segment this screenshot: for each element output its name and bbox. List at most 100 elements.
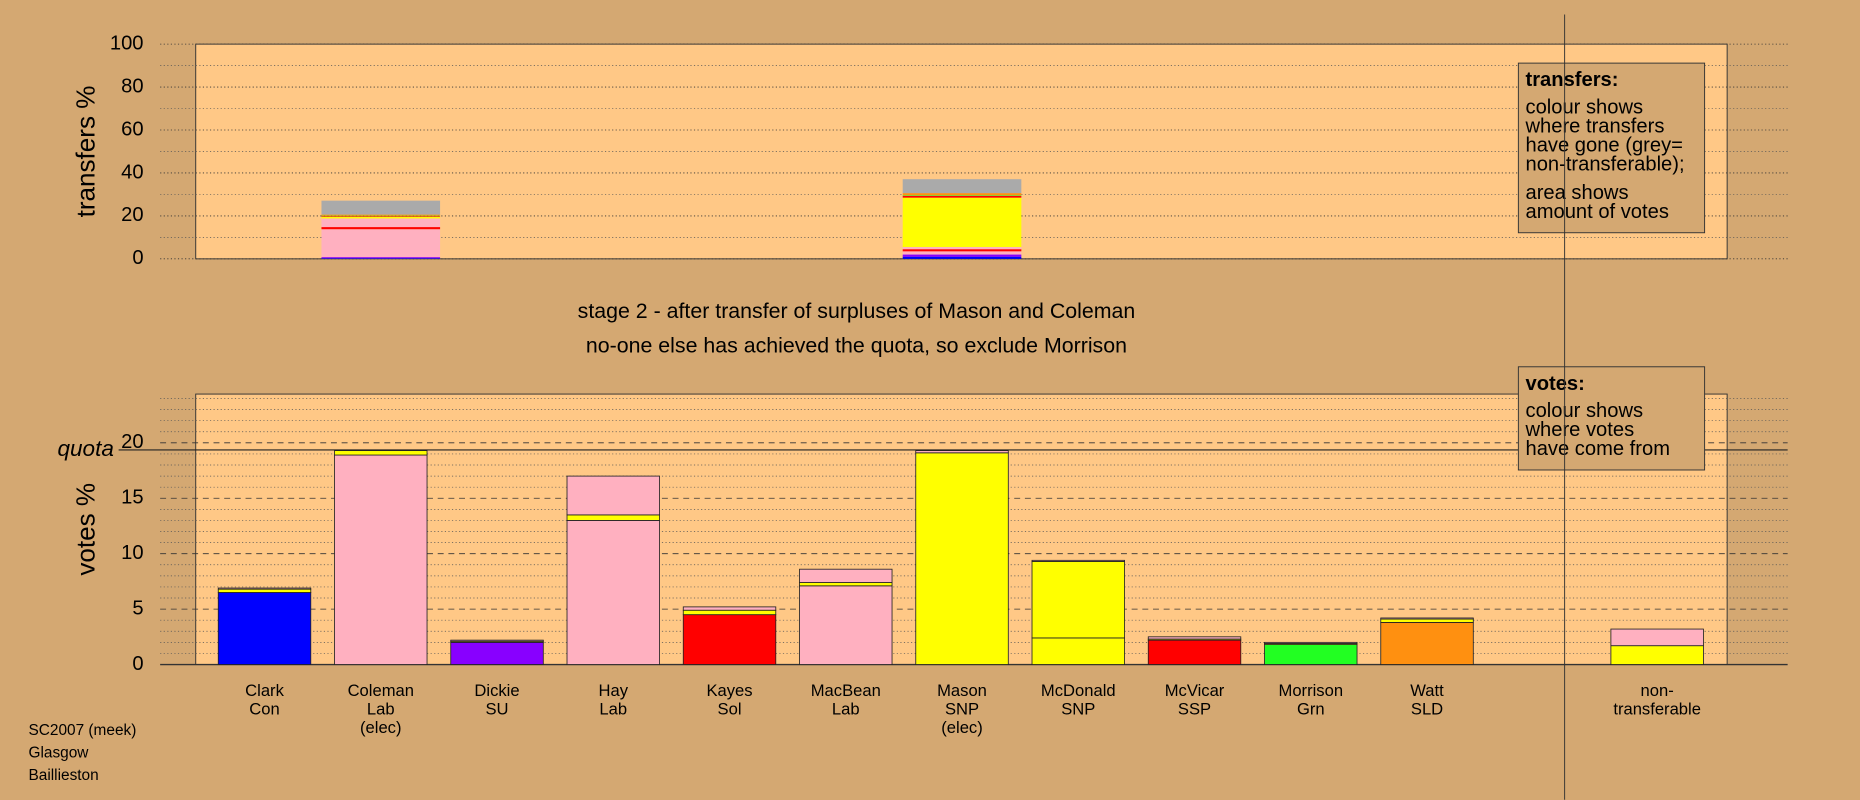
note-box xyxy=(1517,62,1706,234)
bar-segment xyxy=(321,229,441,258)
x-tick-label: SLD xyxy=(1411,700,1443,719)
bar-segment xyxy=(682,606,777,611)
y-tick-label: 15 xyxy=(121,487,143,509)
bar-segment xyxy=(1264,641,1358,644)
note-text: where votes xyxy=(1524,419,1634,441)
footer-text: SC2007 (meek) xyxy=(28,722,136,739)
x-tick-label: Dickie xyxy=(474,681,519,700)
note-text: area shows xyxy=(1525,182,1628,204)
x-tick-label: Kayes xyxy=(706,681,752,700)
x-tick-label: McDonald xyxy=(1041,681,1116,700)
bar-segment xyxy=(902,193,1022,196)
x-tick-label: Hay xyxy=(599,681,629,700)
bar-segment xyxy=(321,200,441,215)
bar-segment xyxy=(1380,617,1474,620)
bar-segment xyxy=(321,216,441,217)
bar-segment xyxy=(334,454,428,665)
y-tick-label: 5 xyxy=(132,597,143,619)
y-tick-label: 100 xyxy=(110,32,144,54)
y-axis-label: transfers % xyxy=(71,86,101,218)
bar-segment xyxy=(682,609,777,616)
x-tick-label: Lab xyxy=(832,700,860,719)
bar-segment xyxy=(902,179,1022,194)
x-tick-label: Mason xyxy=(937,681,987,700)
y-tick-label: 20 xyxy=(121,204,143,226)
bar-segment xyxy=(1380,618,1474,623)
bar-segment xyxy=(902,195,1022,198)
x-tick-label: Watt xyxy=(1410,681,1444,700)
x-tick-label: Coleman xyxy=(348,681,414,700)
note-text: non-transferable); xyxy=(1525,153,1684,175)
note-box xyxy=(1517,366,1706,471)
note-text: colour shows xyxy=(1525,400,1643,422)
bar-segment xyxy=(217,592,312,665)
note-text: colour shows xyxy=(1525,97,1643,119)
x-tick-label: SNP xyxy=(1061,700,1095,719)
bar-segment xyxy=(902,251,1022,255)
bar-segment xyxy=(321,257,441,259)
bar-segment xyxy=(915,452,1009,665)
bar-segment xyxy=(902,195,1022,196)
x-tick-label: MacBean xyxy=(811,681,881,700)
bar-segment xyxy=(902,249,1022,252)
bar-segment xyxy=(799,582,893,587)
bar-segment xyxy=(915,450,1009,454)
bar-segment xyxy=(1380,621,1474,665)
x-tick-label: Lab xyxy=(367,700,395,719)
bar-segment xyxy=(217,587,312,590)
quota-label: quota xyxy=(58,436,114,461)
y-tick-label: 0 xyxy=(132,247,143,269)
bar-segment xyxy=(334,450,428,456)
note-text: where transfers xyxy=(1524,115,1664,137)
x-tick-label: non- xyxy=(1641,681,1674,700)
bar-segment xyxy=(682,614,777,665)
x-tick-label: Clark xyxy=(245,681,284,700)
bar-segment xyxy=(321,216,441,219)
bar-segment xyxy=(799,585,893,665)
y-tick-label: 40 xyxy=(121,161,143,183)
bar-segment xyxy=(902,197,1022,248)
bar-segment xyxy=(1031,559,1125,562)
bar-segment xyxy=(1610,645,1704,665)
x-tick-label: (elec) xyxy=(941,718,983,737)
footer-text: Glasgow xyxy=(28,745,89,762)
note-heading: transfers: xyxy=(1525,69,1618,91)
y-tick-label: 0 xyxy=(132,653,143,675)
y-tick-label: 10 xyxy=(121,542,143,564)
bar-segment xyxy=(321,214,441,216)
note-heading: votes: xyxy=(1525,373,1584,395)
bar-segment xyxy=(1031,561,1125,639)
chart-title: stage 2 - after transfer of surpluses of… xyxy=(578,299,1136,323)
x-tick-label: Lab xyxy=(599,700,627,719)
bar-segment xyxy=(1147,636,1242,640)
x-tick-label: Sol xyxy=(718,700,742,719)
bar-segment xyxy=(902,254,1022,257)
bar-segment xyxy=(450,639,544,642)
bar-segment xyxy=(799,568,893,583)
bar-segment xyxy=(902,247,1022,250)
footer-text: Baillieston xyxy=(28,767,98,784)
x-tick-label: (elec) xyxy=(360,718,402,737)
y-tick-label: 60 xyxy=(121,118,143,140)
bar-segment xyxy=(217,588,312,593)
bar-segment xyxy=(1147,639,1242,665)
y-axis-label: votes % xyxy=(71,483,101,576)
note-text: amount of votes xyxy=(1525,201,1668,223)
bar-segment xyxy=(450,641,544,665)
bar-segment xyxy=(321,218,441,228)
bar-segment xyxy=(902,256,1022,259)
bar-segment xyxy=(1610,628,1704,647)
y-tick-label: 20 xyxy=(121,431,143,453)
bar-segment xyxy=(321,227,441,230)
x-tick-label: SNP xyxy=(945,700,979,719)
bar-segment xyxy=(566,520,660,665)
bar-segment xyxy=(566,475,660,516)
bar-segment xyxy=(566,514,660,521)
x-tick-label: Con xyxy=(249,700,279,719)
chart-title: no-one else has achieved the quota, so e… xyxy=(586,333,1127,357)
x-tick-label: Morrison xyxy=(1279,681,1344,700)
y-tick-label: 80 xyxy=(121,75,143,97)
